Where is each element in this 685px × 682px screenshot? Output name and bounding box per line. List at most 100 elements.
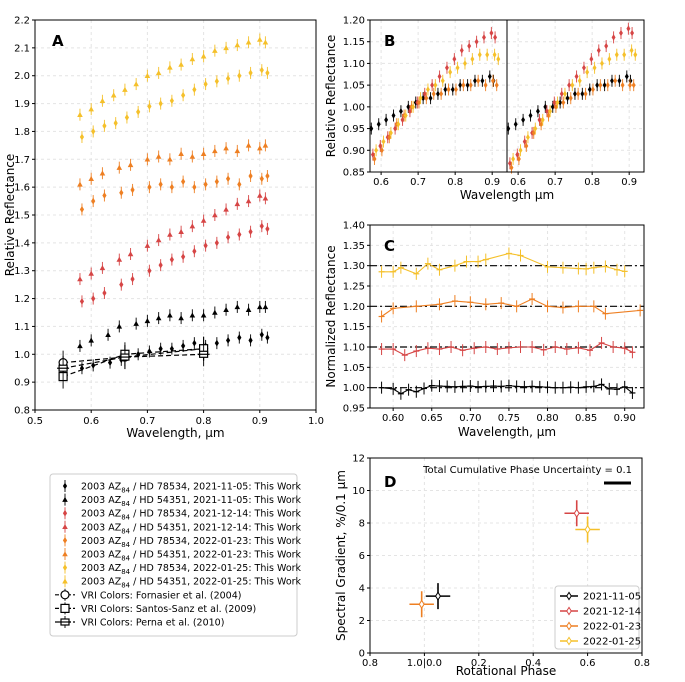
data-point bbox=[518, 147, 523, 154]
series-4 bbox=[79, 170, 270, 216]
legend-label-part: / HD 54351, 2021-11-05: This Work bbox=[130, 495, 301, 506]
data-point bbox=[158, 100, 163, 107]
data-point bbox=[565, 94, 570, 102]
x-tick-label: 0.9 bbox=[484, 177, 500, 188]
data-point bbox=[591, 86, 595, 93]
data-point bbox=[178, 61, 184, 67]
legend-box bbox=[49, 473, 298, 637]
series-right-3 bbox=[511, 44, 638, 165]
data-point bbox=[212, 148, 218, 154]
y-tick-label: 2.1 bbox=[14, 43, 30, 54]
y-tick-label: 1.35 bbox=[343, 241, 365, 252]
data-point bbox=[223, 306, 229, 312]
series-0 bbox=[425, 583, 451, 610]
data-point bbox=[257, 192, 263, 198]
data-point bbox=[524, 142, 529, 150]
x-axis-label: Rotational Phase bbox=[456, 664, 557, 678]
data-point bbox=[169, 256, 174, 263]
data-point bbox=[79, 364, 85, 372]
data-point bbox=[167, 231, 173, 237]
data-point bbox=[537, 116, 542, 124]
data-point bbox=[607, 55, 612, 63]
data-point bbox=[582, 64, 586, 71]
data-point bbox=[568, 94, 573, 102]
data-point bbox=[494, 81, 499, 89]
data-point bbox=[189, 223, 196, 229]
data-point bbox=[257, 304, 263, 310]
data-point bbox=[245, 39, 252, 45]
data-point bbox=[539, 121, 544, 128]
legend-label: 2003 AZ84 / HD 54351, 2021-11-05: This W… bbox=[81, 495, 302, 508]
series-5 bbox=[77, 139, 269, 191]
data-point bbox=[507, 160, 512, 167]
data-point bbox=[155, 315, 162, 321]
series-line bbox=[381, 252, 625, 275]
data-point bbox=[374, 147, 379, 154]
data-point bbox=[487, 73, 492, 80]
data-point bbox=[553, 103, 558, 111]
y-tick-label: 1.15 bbox=[343, 37, 365, 48]
data-point bbox=[461, 81, 466, 89]
data-point bbox=[265, 225, 270, 233]
data-point bbox=[91, 197, 96, 205]
data-point bbox=[452, 55, 457, 63]
series-1 bbox=[77, 300, 269, 352]
y-axis-label: Spectral Gradient, %/0.1 μm bbox=[334, 470, 348, 641]
legend-label: VRI Colors: Perna et al. (2010) bbox=[81, 618, 224, 629]
data-point bbox=[200, 312, 207, 318]
data-point bbox=[458, 81, 463, 89]
panel-c-frame bbox=[369, 224, 645, 409]
data-point bbox=[440, 77, 445, 84]
data-point bbox=[259, 331, 264, 339]
data-point bbox=[225, 75, 231, 82]
data-point bbox=[400, 116, 405, 124]
x-tick-label: 0.90 bbox=[614, 413, 636, 424]
legend-marker bbox=[62, 551, 68, 557]
series-10 bbox=[57, 342, 210, 381]
series-line bbox=[381, 298, 641, 317]
legend-marker bbox=[62, 564, 68, 571]
data-point bbox=[110, 92, 117, 98]
legend-item: 2003 AZ84 / HD 78534, 2022-01-25: This W… bbox=[62, 561, 302, 576]
data-point bbox=[455, 64, 460, 71]
data-point bbox=[480, 77, 485, 84]
data-point bbox=[633, 51, 638, 58]
legend-label: 2003 AZ84 / HD 78534, 2022-01-25: This W… bbox=[81, 563, 302, 576]
series-1 bbox=[378, 336, 636, 362]
data-point bbox=[248, 228, 253, 236]
y-tick-label: 1.3 bbox=[14, 266, 30, 277]
x-tick-label: 0.80 bbox=[536, 413, 558, 424]
data-point bbox=[448, 68, 453, 76]
data-point bbox=[558, 99, 563, 106]
legend-item: 2003 AZ84 / HD 78534, 2021-11-05: This W… bbox=[62, 480, 302, 495]
data-point bbox=[620, 81, 625, 89]
legend-marker bbox=[62, 496, 68, 502]
data-point bbox=[122, 86, 128, 92]
panel-b-frame bbox=[369, 19, 645, 173]
data-point bbox=[433, 81, 438, 89]
ref-line bbox=[62, 348, 204, 378]
legend-box bbox=[554, 585, 640, 650]
data-point bbox=[515, 151, 520, 158]
data-point bbox=[531, 129, 536, 137]
data-point bbox=[379, 147, 384, 154]
data-point bbox=[604, 42, 609, 50]
data-point bbox=[600, 60, 604, 67]
data-point bbox=[237, 180, 242, 188]
legend-label-part: / HD 54351, 2021-12-14: This Work bbox=[130, 522, 301, 533]
legend-label: 2021-11-05 bbox=[583, 592, 641, 603]
data-point bbox=[105, 331, 111, 338]
x-tick-label: 0.85 bbox=[575, 413, 597, 424]
data-point bbox=[79, 297, 85, 305]
data-point bbox=[200, 150, 207, 156]
y-tick-label: 0.95 bbox=[343, 124, 365, 135]
legend-label-part: / HD 54351, 2022-01-25: This Work bbox=[130, 577, 301, 588]
x-tick-label: 0.9 bbox=[621, 177, 637, 188]
data-point bbox=[468, 81, 473, 89]
data-point bbox=[388, 129, 393, 137]
panel-label-d: D bbox=[384, 473, 396, 491]
legend-label-part: / HD 78534, 2021-11-05: This Work bbox=[130, 482, 301, 493]
data-point bbox=[99, 265, 106, 271]
series-right-0 bbox=[506, 70, 633, 135]
data-point bbox=[144, 318, 151, 324]
